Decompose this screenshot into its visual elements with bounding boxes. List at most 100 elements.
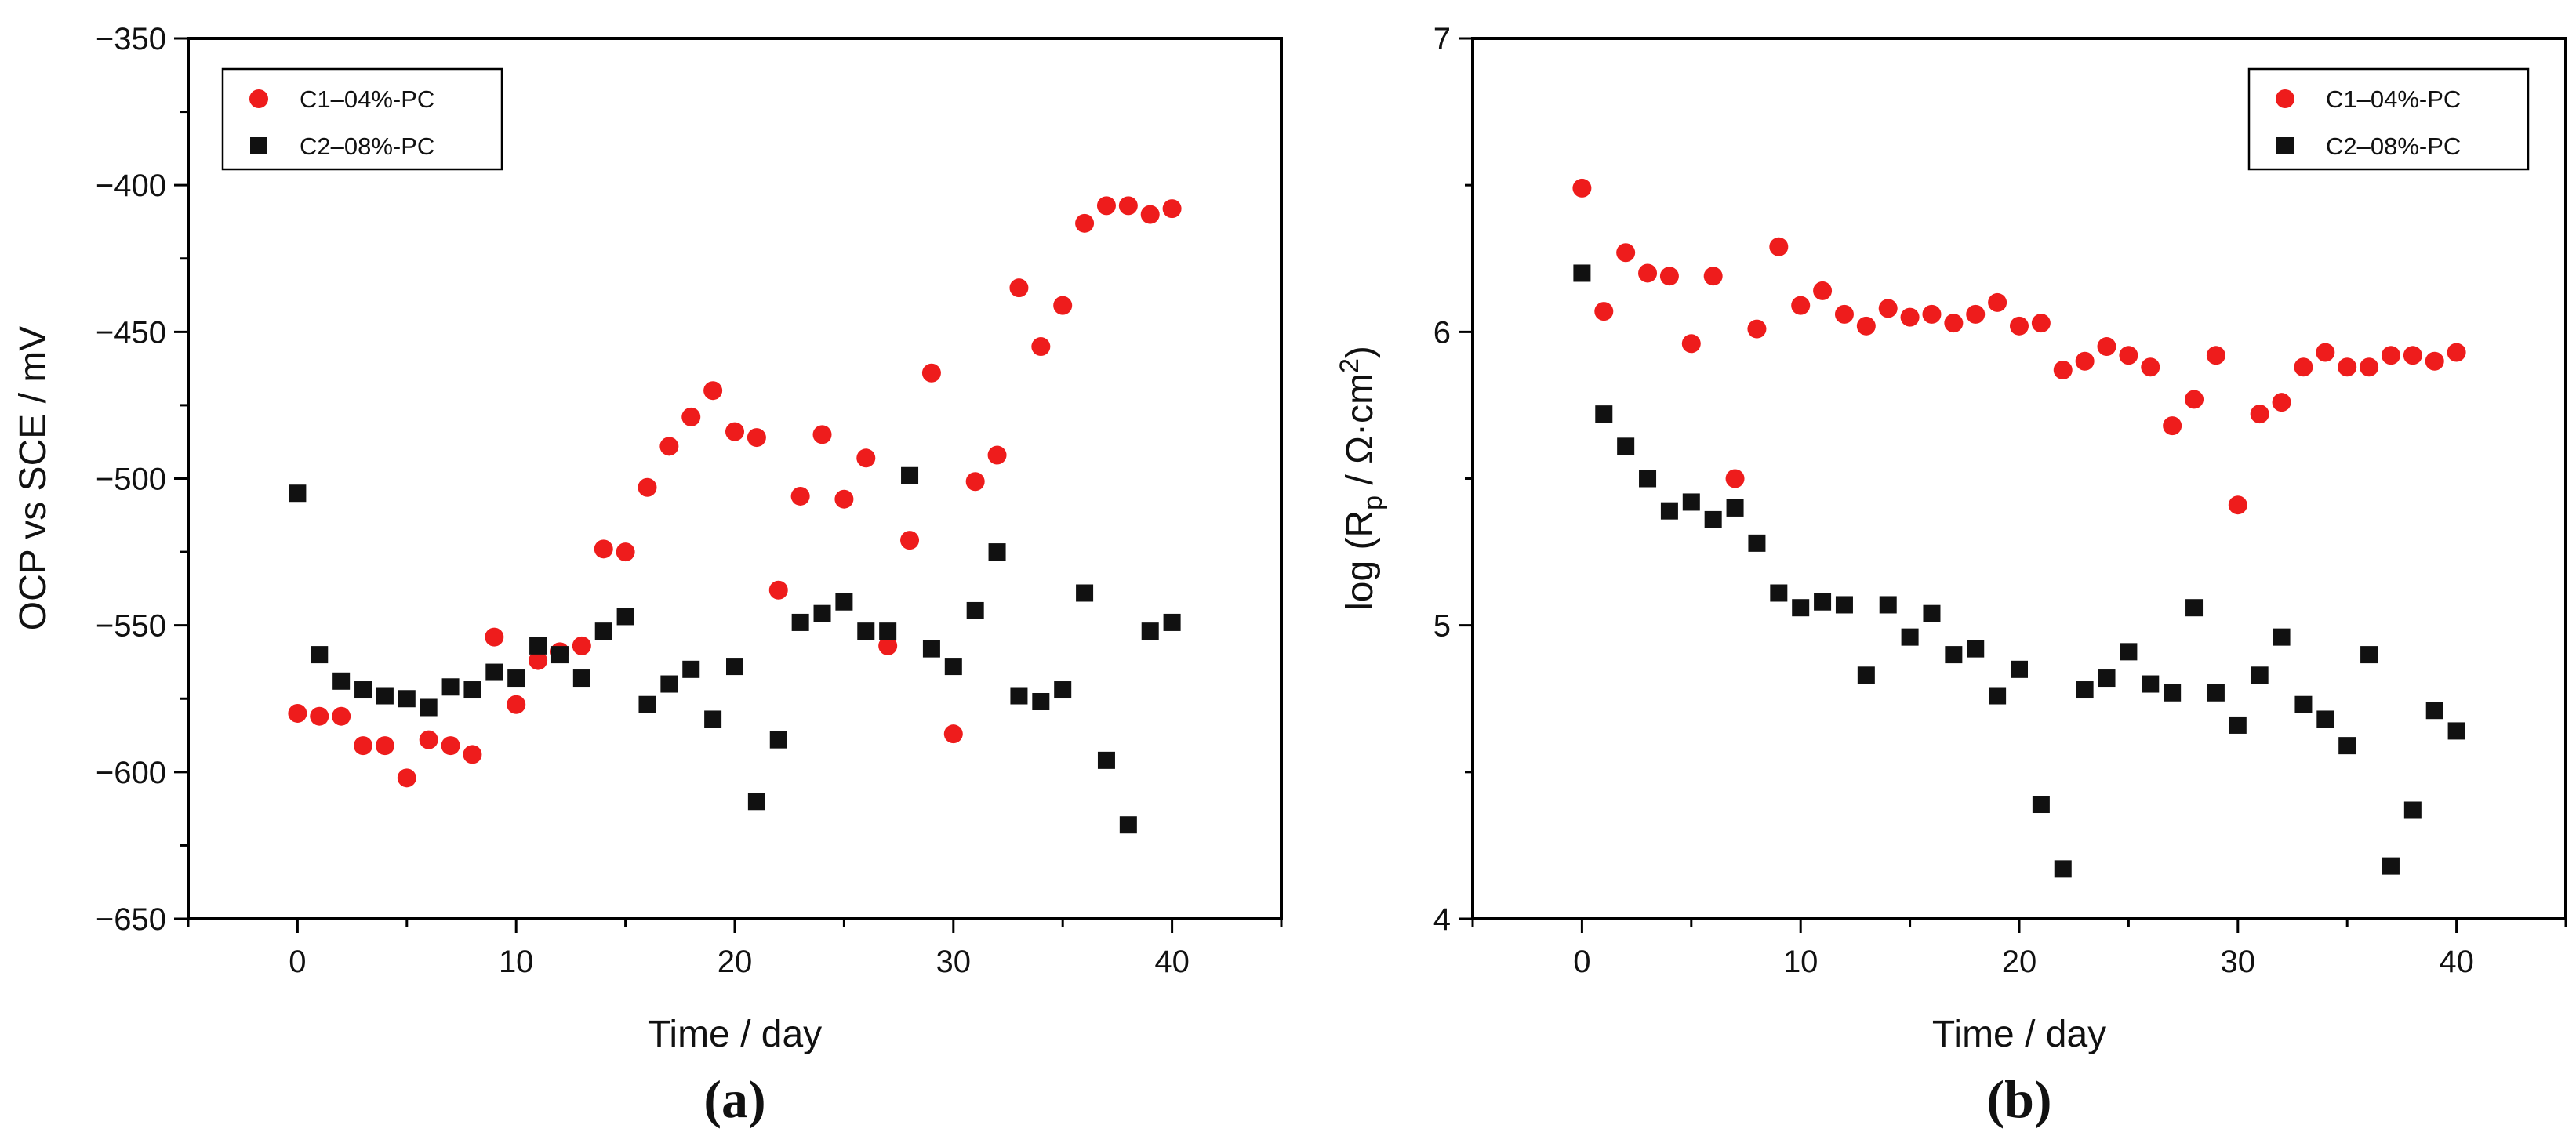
chart-a-x-tick-label: 10 — [499, 945, 534, 979]
chart-a-point-c1 — [1140, 205, 1160, 224]
chart-b-point-c2 — [2229, 716, 2247, 734]
chart-a-point-c2 — [682, 660, 700, 678]
chart-a-point-c2 — [485, 663, 503, 681]
chart-b-x-tick-label: 20 — [2002, 945, 2037, 979]
chart-b-point-c1 — [2272, 393, 2291, 412]
chart-a-point-c2 — [747, 793, 765, 811]
chart-b-point-c1 — [1944, 314, 1964, 333]
chart-a-point-c2 — [704, 710, 722, 728]
chart-b-y-label-superscript: 2 — [1335, 358, 1364, 373]
chart-a-point-c1 — [681, 407, 701, 426]
chart-a-point-c2 — [311, 646, 329, 664]
chart-b-point-c1 — [1922, 304, 1942, 324]
chart-b-y-tick-label: 4 — [1433, 902, 1451, 937]
chart-b-point-c1 — [1594, 302, 1614, 321]
chart-a-point-c1 — [638, 477, 657, 497]
chart-a-point-c1 — [529, 651, 548, 670]
chart-a-legend-box — [221, 67, 503, 171]
chart-a-y-tick-label: −450 — [96, 315, 166, 350]
chart-b-point-c2 — [2207, 684, 2225, 702]
chart-a-point-c2 — [879, 622, 897, 640]
chart-a-plot-frame — [187, 37, 1283, 920]
chart-a-point-c2 — [507, 669, 525, 688]
chart-b-point-c1 — [2360, 357, 2379, 377]
chart-a-point-c1 — [1009, 278, 1029, 298]
chart-a-point-c1 — [790, 486, 810, 506]
chart-b-legend-c1-marker — [2276, 89, 2294, 108]
chart-a-point-c1 — [288, 703, 307, 723]
chart-b-point-c1 — [1856, 316, 1876, 336]
chart-a-x-tick-label: 20 — [718, 945, 753, 979]
chart-a-point-c1 — [921, 363, 941, 383]
chart-a-point-c1 — [834, 489, 854, 509]
chart-a-point-c1 — [725, 422, 744, 441]
chart-b-point-c1 — [2206, 346, 2225, 365]
chart-a-point-c1 — [812, 425, 832, 444]
chart-a-point-c1 — [507, 695, 526, 714]
chart-b-x-tick-label: 0 — [1573, 945, 1590, 979]
chart-a-point-c2 — [441, 678, 460, 696]
chart-b-point-c1 — [2075, 351, 2095, 371]
chart-b-point-c2 — [2360, 646, 2378, 664]
chart-b-point-c2 — [1857, 666, 1875, 684]
chart-a-point-c2 — [1010, 687, 1028, 705]
chart-b: 0 10 20 30 40 4 5 6 7 C1–04%-PC C2–08%-PC Time /… — [1335, 22, 2567, 1129]
panel-b-label: (b) — [1986, 1069, 2051, 1129]
chart-a-point-c1 — [987, 445, 1007, 465]
chart-b-x-axis-label: Time / day — [1932, 1014, 2106, 1055]
chart-b-point-c1 — [1878, 299, 1898, 318]
chart-a-point-c1 — [965, 472, 985, 492]
chart-a-point-c2 — [726, 658, 743, 676]
chart-a-legend-c2-label: C2–08%-PC — [300, 132, 434, 160]
chart-b-point-c2 — [2098, 669, 2116, 688]
chart-b-markers — [1572, 178, 2466, 878]
chart-b-point-c1 — [1769, 237, 1789, 256]
chart-b-point-c2 — [1923, 604, 1941, 622]
chart-a-y-tick-label: −650 — [96, 902, 166, 937]
chart-b-point-c2 — [1945, 646, 1963, 664]
chart-a-point-c2 — [988, 543, 1006, 561]
chart-b-point-c1 — [1834, 304, 1854, 324]
chart-b-x-tick-label: 10 — [1783, 945, 1818, 979]
chart-a-point-c2 — [376, 687, 394, 705]
chart-b-point-c2 — [1989, 687, 2007, 705]
chart-b-legend-c2-marker — [2276, 137, 2294, 154]
chart-b-point-c1 — [1681, 334, 1701, 354]
chart-b-point-c2 — [2120, 643, 2138, 661]
chart-a-point-c2 — [922, 640, 940, 658]
chart-b-point-c2 — [1748, 534, 1766, 552]
chart-a-point-c2 — [354, 681, 372, 699]
chart-a-x-tick-label: 40 — [1154, 945, 1190, 979]
chart-a-point-c2 — [857, 622, 875, 640]
chart-a-point-c2 — [550, 646, 569, 664]
chart-a-point-c2 — [901, 466, 919, 484]
chart-a-point-c1 — [310, 706, 329, 726]
chart-b-point-c2 — [2338, 737, 2356, 755]
chart-a-point-c2 — [638, 695, 656, 713]
chart-a-point-c1 — [485, 627, 504, 647]
chart-a-point-c1 — [572, 636, 591, 655]
chart-a-point-c2 — [660, 675, 678, 693]
chart-b-point-c2 — [1660, 502, 1678, 520]
chart-b-point-c1 — [1725, 469, 1745, 488]
chart-b-point-c1 — [1988, 292, 2007, 312]
chart-b-point-c1 — [1900, 307, 1920, 327]
chart-b-point-c2 — [1901, 628, 1919, 646]
chart-a-point-c1 — [1031, 337, 1051, 357]
chart-a-point-c1 — [616, 542, 635, 562]
chart-a-y-tick-label: −350 — [96, 22, 166, 56]
chart-a-point-c2 — [769, 731, 787, 749]
chart-a-point-c2 — [835, 593, 853, 611]
chart-a-y-tick-label: −400 — [96, 169, 166, 203]
chart-a-point-c1 — [1053, 296, 1073, 315]
chart-a-point-c1 — [441, 736, 460, 756]
chart-a-point-c2 — [966, 601, 984, 619]
panel-a-label: (a) — [703, 1069, 765, 1129]
chart-b-point-c2 — [2076, 681, 2094, 699]
chart-b-point-c1 — [1616, 243, 1636, 263]
chart-b-point-c1 — [2403, 346, 2422, 365]
chart-a-point-c2 — [616, 608, 634, 626]
chart-b-point-c2 — [1639, 470, 1657, 488]
chart-a-point-c1 — [1118, 196, 1138, 216]
